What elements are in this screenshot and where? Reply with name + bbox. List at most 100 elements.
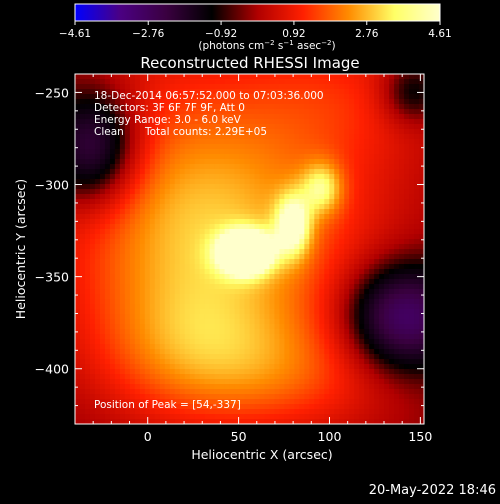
heatmap-cell bbox=[309, 274, 315, 280]
heatmap-cell bbox=[259, 74, 265, 80]
heatmap-cell bbox=[404, 164, 410, 170]
heatmap-cell bbox=[384, 284, 390, 290]
heatmap-cell bbox=[259, 234, 265, 240]
heatmap-cell bbox=[319, 409, 325, 415]
heatmap-cell bbox=[289, 234, 295, 240]
heatmap-cell bbox=[75, 264, 81, 270]
heatmap-cell bbox=[399, 164, 405, 170]
heatmap-cell bbox=[175, 209, 181, 215]
heatmap-cell bbox=[334, 329, 340, 335]
heatmap-cell bbox=[90, 369, 96, 375]
heatmap-cell bbox=[284, 184, 290, 190]
heatmap-cell bbox=[319, 104, 325, 110]
heatmap-cell bbox=[339, 244, 345, 250]
heatmap-cell bbox=[304, 299, 310, 305]
heatmap-cell bbox=[274, 259, 280, 265]
heatmap-cell bbox=[259, 239, 265, 245]
heatmap-cell bbox=[369, 324, 375, 330]
heatmap-cell bbox=[334, 199, 340, 205]
heatmap-cell bbox=[394, 164, 400, 170]
heatmap-cell bbox=[304, 164, 310, 170]
heatmap-cell bbox=[379, 304, 385, 310]
heatmap-cell bbox=[85, 229, 91, 235]
heatmap-cell bbox=[80, 89, 86, 95]
heatmap-cell bbox=[284, 304, 290, 310]
heatmap-cell bbox=[414, 139, 420, 145]
heatmap-cell bbox=[110, 374, 116, 380]
heatmap-cell bbox=[374, 234, 380, 240]
heatmap-cell bbox=[145, 84, 151, 90]
heatmap-cell bbox=[349, 249, 355, 255]
heatmap-cell bbox=[314, 224, 320, 230]
heatmap-cell bbox=[399, 379, 405, 385]
heatmap-cell bbox=[105, 254, 111, 260]
heatmap-cell bbox=[100, 244, 106, 250]
heatmap-cell bbox=[150, 179, 156, 185]
heatmap-cell bbox=[359, 229, 365, 235]
heatmap-cell bbox=[160, 224, 166, 230]
heatmap-cell bbox=[245, 354, 251, 360]
heatmap-cell bbox=[414, 289, 420, 295]
heatmap-cell bbox=[414, 279, 420, 285]
heatmap-cell bbox=[359, 99, 365, 105]
heatmap-cell bbox=[220, 319, 226, 325]
heatmap-cell bbox=[220, 299, 226, 305]
heatmap-cell bbox=[170, 329, 176, 335]
heatmap-cell bbox=[259, 264, 265, 270]
heatmap-cell bbox=[399, 324, 405, 330]
heatmap-cell bbox=[264, 384, 270, 390]
heatmap-cell bbox=[324, 309, 330, 315]
heatmap-cell bbox=[394, 109, 400, 115]
heatmap-cell bbox=[115, 209, 121, 215]
heatmap-cell bbox=[205, 284, 211, 290]
heatmap-cell bbox=[324, 169, 330, 175]
heatmap-cell bbox=[170, 354, 176, 360]
heatmap-cell bbox=[225, 339, 231, 345]
heatmap-cell bbox=[95, 139, 101, 145]
heatmap-cell bbox=[354, 174, 360, 180]
heatmap-cell bbox=[180, 269, 186, 275]
heatmap-cell bbox=[195, 289, 201, 295]
heatmap-cell bbox=[374, 289, 380, 295]
heatmap-cell bbox=[120, 164, 126, 170]
heatmap-cell bbox=[195, 209, 201, 215]
heatmap-cell bbox=[349, 174, 355, 180]
heatmap-cell bbox=[399, 369, 405, 375]
heatmap-cell bbox=[120, 79, 126, 85]
heatmap-cell bbox=[105, 179, 111, 185]
heatmap-cell bbox=[404, 79, 410, 85]
heatmap-cell bbox=[85, 139, 91, 145]
heatmap-cell bbox=[374, 104, 380, 110]
heatmap-cell bbox=[414, 329, 420, 335]
heatmap-cell bbox=[274, 199, 280, 205]
heatmap-cell bbox=[409, 99, 415, 105]
heatmap-cell bbox=[284, 329, 290, 335]
heatmap-cell bbox=[329, 314, 335, 320]
heatmap-cell bbox=[135, 304, 141, 310]
heatmap-cell bbox=[304, 199, 310, 205]
heatmap-cell bbox=[105, 284, 111, 290]
heatmap-cell bbox=[414, 189, 420, 195]
heatmap-cell bbox=[235, 79, 241, 85]
heatmap-cell bbox=[284, 324, 290, 330]
heatmap-cell bbox=[304, 154, 310, 160]
heatmap-cell bbox=[220, 274, 226, 280]
heatmap-cell bbox=[349, 314, 355, 320]
heatmap-cell bbox=[254, 339, 260, 345]
heatmap-cell bbox=[95, 209, 101, 215]
heatmap-cell bbox=[165, 374, 171, 380]
heatmap-cell bbox=[269, 379, 275, 385]
heatmap-cell bbox=[394, 414, 400, 420]
heatmap-cell bbox=[170, 299, 176, 305]
heatmap-cell bbox=[250, 119, 256, 125]
heatmap-cell bbox=[165, 234, 171, 240]
heatmap-cell bbox=[359, 74, 365, 80]
heatmap-cell bbox=[190, 334, 196, 340]
heatmap-cell bbox=[364, 229, 370, 235]
heatmap-cell bbox=[85, 364, 91, 370]
heatmap-cell bbox=[324, 159, 330, 165]
heatmap-cell bbox=[364, 414, 370, 420]
heatmap-cell bbox=[259, 174, 265, 180]
heatmap-cell bbox=[110, 339, 116, 345]
heatmap-cell bbox=[205, 359, 211, 365]
